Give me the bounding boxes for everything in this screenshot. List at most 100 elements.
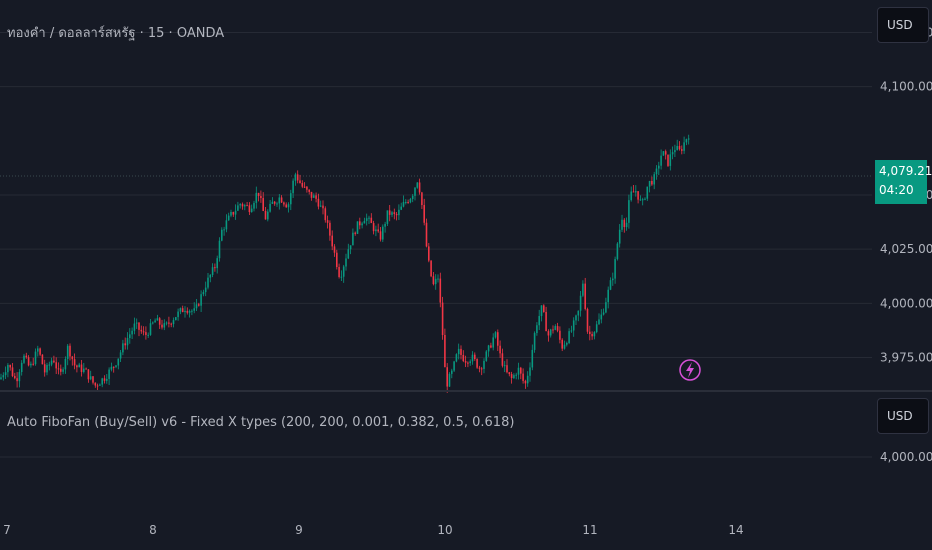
candle-body [250,208,253,213]
candle-body [584,283,586,309]
candle-body [354,232,356,234]
candle-body [655,168,658,175]
candle-body [485,351,488,361]
candle-body [349,245,352,250]
candle-body [221,229,223,241]
currency-button-main[interactable]: USD [877,7,929,43]
candle-body [593,332,596,337]
candle-body [115,365,117,367]
candle-body [388,210,391,215]
candle-body [570,330,573,332]
symbol-title[interactable]: ทองคำ / ดอลลาร์สหรัฐ · 15 · OANDA [7,26,225,41]
candle-body [637,191,639,200]
candle-body [586,308,589,332]
candle-body [69,345,71,357]
candle-body [609,280,612,290]
candle-body [168,322,170,324]
candle-body [678,146,681,150]
candle-body [336,252,338,268]
candle-body [313,195,315,198]
candle-body [89,376,92,380]
lightning-icon[interactable] [679,359,701,381]
candle-body [48,364,51,366]
candle-body [605,302,607,313]
candle-body [536,325,538,334]
candle-body [602,312,605,315]
candle-body [244,205,246,207]
candle-body [64,358,67,370]
candle-body [641,199,644,201]
candle-body [122,343,124,353]
candle-body [200,294,202,306]
candle-body [359,221,361,226]
candle-body [395,213,398,216]
x-tick-label: 8 [149,523,157,537]
candle-body [437,278,439,280]
candle-body [552,329,554,331]
time-axis[interactable]: 7 8 9 10 11 14 [3,523,743,537]
candle-body [342,266,345,277]
candle-body [375,229,377,232]
candle-body [294,174,297,181]
candle-body [492,337,494,348]
candle-body [506,365,508,373]
candle-body [209,274,212,278]
candle-body [248,205,251,213]
candle-body [639,199,642,201]
candle-body [393,212,396,214]
candle-body [683,142,685,151]
candle-body [46,364,48,373]
candle-body [43,364,46,373]
candle-body [218,240,221,259]
candle-body [78,364,80,368]
candle-body [271,201,274,204]
candle-body [589,331,591,335]
candle-body [18,371,21,382]
candle-body [451,370,453,374]
candle-body [262,198,264,211]
candle-body [76,365,78,368]
candle-body [540,305,543,317]
candle-body [184,310,186,313]
candle-body [57,368,60,370]
indicator-axis[interactable]: 4,000.000 [880,450,932,464]
candle-body [455,354,458,362]
candle-body [653,174,655,185]
candle-body [303,186,306,188]
candle-body [478,367,481,369]
candle-body [563,344,566,349]
candle-body [549,329,552,336]
candle-body [32,363,34,365]
candle-body [2,375,5,378]
candle-body [108,369,110,379]
candle-body [559,330,561,340]
candle-body [667,154,669,166]
indicator-tick-label: 4,000.000 [880,450,932,464]
candle-body [207,277,209,288]
candle-body [621,219,623,230]
candle-body [55,362,57,369]
candle-body [687,138,690,140]
candle-body [434,278,437,285]
candle-body [595,324,598,333]
candle-body [34,351,37,365]
candle-body [448,373,451,387]
y-tick-label: 4,025.000 [880,242,932,256]
candle-body [648,180,651,187]
candle-body [372,223,375,232]
currency-button-indicator[interactable]: USD [877,398,929,434]
candle-body [386,210,389,224]
candle-body [409,198,412,203]
candle-body [522,373,524,381]
candle-body [255,192,258,203]
candle-body [198,304,200,306]
candle-body [287,204,290,208]
candle-body [501,353,504,366]
bar-countdown: 04:20 [879,183,914,197]
candle-body [232,212,235,215]
candle-body [131,330,133,335]
candle-body [333,246,336,253]
indicator-title[interactable]: Auto FiboFan (Buy/Sell) v6 - Fixed X typ… [7,415,515,430]
